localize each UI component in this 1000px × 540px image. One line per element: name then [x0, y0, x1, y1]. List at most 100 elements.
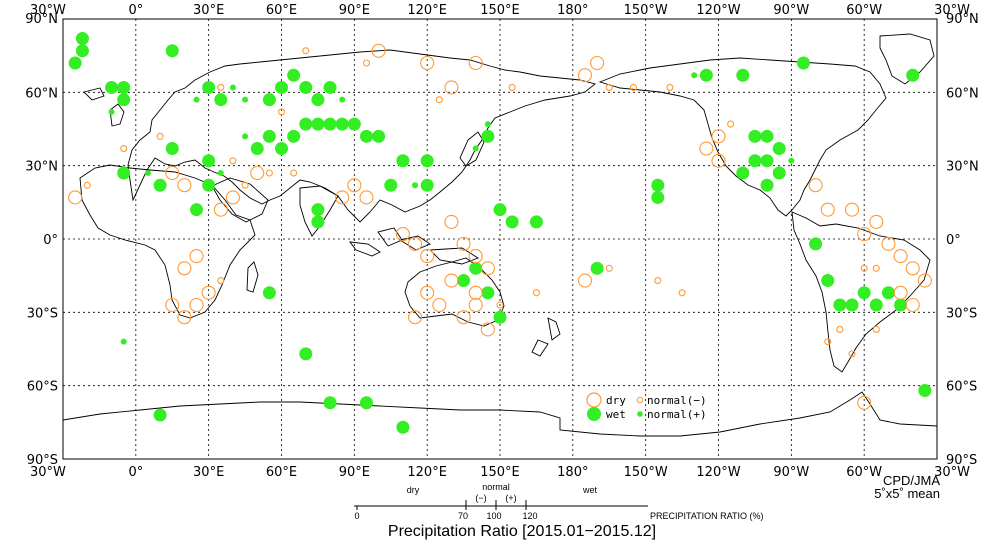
station-wet	[117, 80, 131, 94]
station-wet	[108, 108, 115, 115]
station-wet	[311, 93, 325, 107]
station-dry	[605, 264, 613, 272]
map-title: Precipitation Ratio [2015.01−2015.12]	[388, 523, 656, 540]
scale-cat-plus: (+)	[505, 493, 516, 503]
station-wet	[68, 56, 82, 70]
station-wet	[153, 178, 167, 192]
station-dry	[229, 157, 237, 165]
station-wet	[457, 274, 471, 288]
station-wet	[359, 129, 373, 143]
scale-cat-normal: normal	[482, 482, 510, 492]
station-dry	[872, 264, 880, 272]
station-dry	[917, 273, 932, 288]
station-wet	[736, 166, 750, 180]
lon-label-top: 150°E	[480, 3, 520, 18]
station-wet	[493, 203, 507, 217]
station-wet	[75, 32, 89, 46]
station-wet	[120, 338, 127, 345]
station-dry	[444, 214, 459, 229]
lon-label-top: 150°W	[624, 3, 668, 18]
station-wet	[75, 44, 89, 58]
station-dry	[905, 261, 920, 276]
lat-label-left: 30°S	[27, 306, 58, 321]
lat-label-right: 90°N	[946, 12, 979, 27]
station-wet	[881, 286, 895, 300]
station-wet	[845, 298, 859, 312]
legend-dry-label: dry	[606, 394, 626, 407]
station-wet	[117, 93, 131, 107]
ratio-scale: dry normal (−) (+) wet 0 70 100 120 PREC…	[354, 482, 764, 521]
station-dry	[468, 297, 483, 313]
station-dry	[893, 249, 908, 264]
lon-label-top: 30°W	[30, 3, 66, 18]
station-wet	[287, 68, 301, 82]
lon-label-bottom: 180°	[557, 465, 588, 480]
station-wet	[857, 286, 871, 300]
station-wet	[833, 298, 847, 312]
station-dry	[444, 273, 459, 288]
station-dry	[456, 310, 471, 325]
station-wet	[105, 80, 119, 94]
station-dry	[654, 277, 662, 285]
lat-label-right: 30°N	[946, 160, 979, 175]
coast-iceland	[83, 87, 105, 101]
station-dry	[165, 297, 180, 313]
lon-label-bottom: 150°W	[624, 465, 668, 480]
station-wet	[229, 84, 236, 91]
station-wet	[396, 420, 410, 434]
station-wet	[906, 68, 920, 82]
station-dry	[217, 83, 225, 91]
station-wet	[299, 117, 313, 131]
station-dry	[189, 249, 204, 264]
station-wet	[202, 178, 216, 192]
station-dry	[857, 395, 872, 410]
station-dry	[302, 47, 310, 55]
lat-label-left: 60°N	[25, 86, 58, 101]
scale-tick-0: 0	[354, 511, 359, 521]
scale-cat-dry: dry	[407, 485, 420, 495]
lon-label-bottom: 90°W	[773, 465, 809, 480]
station-dry	[290, 169, 298, 177]
lat-label-right: 60°S	[946, 380, 977, 395]
station-dry	[844, 202, 860, 217]
station-wet	[796, 56, 810, 70]
station-wet	[469, 261, 483, 275]
station-dry	[165, 165, 180, 181]
legend: dry normal(−) wet normal(+)	[586, 392, 707, 421]
scale-cat-wet: wet	[582, 485, 598, 495]
station-dry	[435, 96, 443, 104]
lat-label-left: 0°	[43, 233, 58, 248]
station-wet	[165, 142, 179, 156]
lon-label-top: 60°E	[266, 3, 297, 18]
station-dry	[893, 285, 908, 300]
lon-label-bottom: 30°W	[30, 465, 66, 480]
coast-arabia	[211, 177, 269, 223]
lon-labels: 30°W 30°W 0° 0° 30°E 30°E 60°E 60°E 90°E 90°E 120°…	[30, 3, 970, 480]
lon-label-top: 180°	[557, 3, 588, 18]
station-wet	[472, 145, 479, 152]
lat-label-left: 90°N	[25, 12, 58, 27]
coast-new-zealand	[531, 317, 561, 357]
station-wet	[275, 142, 288, 156]
station-dry	[371, 43, 386, 58]
station-dry	[590, 55, 605, 71]
station-dry	[432, 297, 447, 313]
station-dry	[225, 190, 240, 205]
station-wet	[484, 121, 491, 128]
station-dry	[480, 261, 495, 276]
station-wet	[651, 190, 665, 204]
station-dry	[265, 169, 273, 177]
station-wet	[412, 182, 419, 189]
station-wet	[275, 80, 288, 94]
station-wet	[420, 154, 434, 168]
station-wet	[242, 96, 249, 103]
station-dry	[456, 236, 471, 251]
lon-label-top: 90°E	[339, 3, 370, 18]
station-wet	[691, 72, 698, 79]
lat-label-right: 60°N	[946, 86, 979, 101]
station-dry	[727, 120, 735, 128]
station-dry	[359, 190, 374, 205]
station-dry	[213, 202, 228, 217]
station-wet	[869, 298, 883, 312]
